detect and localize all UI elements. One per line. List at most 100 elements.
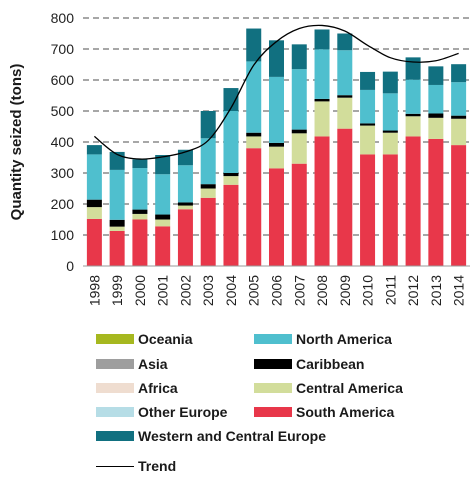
- bar-segment: [360, 154, 376, 266]
- x-tick-label: 2003: [200, 275, 216, 306]
- bar-segment: [109, 219, 125, 227]
- bar-segment: [155, 219, 171, 227]
- x-tick-labels: 1998 1999 2000 2001 2002 2003 2004 2005 2006 2007…: [86, 275, 466, 306]
- bar-segment: [86, 199, 102, 208]
- bar-segment: [291, 44, 307, 70]
- bar-segment: [200, 197, 216, 266]
- bar-segment: [405, 57, 421, 80]
- bar-segment: [360, 125, 376, 155]
- bar-segment: [177, 202, 193, 206]
- trend-line-group: [93, 24, 459, 160]
- bar-segment: [200, 184, 216, 189]
- bar-segment: [269, 168, 284, 266]
- bar-segment: [405, 79, 421, 114]
- bar-segment: [269, 146, 284, 169]
- y-tick-label: 100: [51, 227, 75, 243]
- x-tick-label: 2006: [269, 275, 285, 306]
- bar-segment: [291, 69, 307, 130]
- x-tick-label: 2013: [428, 275, 444, 306]
- y-tick-label: 400: [51, 134, 75, 150]
- bar-segment: [451, 64, 467, 83]
- x-tick-label: 2007: [291, 275, 307, 306]
- bar-segment: [109, 230, 125, 266]
- bar-segment: [132, 168, 148, 210]
- bar-segment: [451, 118, 467, 146]
- x-tick-label: 1999: [109, 275, 125, 306]
- bar-segment: [291, 163, 307, 266]
- bar-segment: [382, 130, 398, 133]
- bar-segment: [155, 174, 171, 215]
- bar-segment: [86, 154, 102, 200]
- bar-segment: [109, 226, 125, 231]
- y-axis-label: Quantity seized (tons): [8, 64, 25, 221]
- bar-segment: [155, 155, 171, 175]
- bar-segment: [314, 136, 330, 266]
- bar-segment: [360, 89, 376, 124]
- x-tick-label: 2001: [155, 275, 171, 306]
- x-tick-label: 2004: [223, 275, 239, 306]
- x-tick-label: 2000: [132, 275, 148, 306]
- bar-segment: [428, 117, 444, 139]
- bar-segment: [405, 113, 421, 117]
- bar-segment: [177, 205, 193, 210]
- bar-segment: [200, 111, 216, 139]
- bar-segment: [177, 165, 193, 203]
- bar-segment: [269, 76, 284, 143]
- bar-segment: [109, 169, 125, 220]
- y-tick-label: 200: [51, 196, 75, 212]
- bar-segment: [337, 95, 353, 98]
- bar-segment: [291, 129, 307, 134]
- x-tick-label: 2012: [405, 275, 421, 306]
- bar-segment: [291, 133, 307, 164]
- bar-segment: [246, 132, 262, 137]
- y-tick-label: 800: [51, 10, 75, 26]
- bar-segment: [428, 84, 444, 114]
- bar-segment: [155, 214, 171, 220]
- bar-segment: [177, 209, 193, 266]
- bar-segment: [223, 184, 239, 266]
- bars: [86, 28, 467, 266]
- bar-segment: [428, 138, 444, 266]
- bar-segment: [314, 101, 330, 137]
- x-tick-label: 2009: [337, 275, 353, 306]
- bar-segment: [428, 66, 444, 85]
- x-tick-label: 2010: [360, 275, 376, 306]
- bar-segment: [132, 159, 148, 169]
- bar-segment: [337, 97, 353, 129]
- x-tick-label: 1998: [86, 275, 102, 306]
- x-tick-label: 2002: [177, 275, 193, 306]
- y-tick-label: 0: [66, 258, 74, 274]
- bar-segment: [132, 213, 148, 220]
- x-tick-label: 2005: [246, 275, 262, 306]
- bar-segment: [246, 61, 262, 133]
- bar-segment: [246, 28, 262, 62]
- x-tick-label: 2008: [314, 275, 330, 306]
- bar-segment: [223, 111, 239, 173]
- bar-segment: [428, 113, 444, 118]
- bar-segment: [382, 71, 398, 94]
- y-tick-label: 700: [51, 41, 75, 57]
- bar-segment: [382, 132, 398, 155]
- bar-segment: [405, 136, 421, 266]
- bar-segment: [155, 226, 171, 266]
- bar-segment: [223, 173, 239, 177]
- x-tick-label: 2011: [382, 275, 398, 305]
- trend-line: [93, 24, 459, 160]
- bar-segment: [86, 218, 102, 266]
- y-tick-labels: 0 100 200 300 400 500 600 700 800: [51, 10, 75, 274]
- bar-segment: [451, 82, 467, 116]
- bar-segment: [200, 188, 216, 198]
- bar-segment: [337, 128, 353, 266]
- bar-segment: [451, 115, 467, 119]
- bar-segment: [314, 49, 330, 99]
- y-tick-label: 500: [51, 103, 75, 119]
- y-tick-label: 600: [51, 72, 75, 88]
- bar-segment: [200, 138, 216, 185]
- bar-segment: [86, 207, 102, 219]
- bar-segment: [223, 88, 239, 111]
- bar-segment: [132, 219, 148, 266]
- bar-segment: [451, 145, 467, 266]
- bar-segment: [314, 98, 330, 102]
- bar-segment: [246, 136, 262, 149]
